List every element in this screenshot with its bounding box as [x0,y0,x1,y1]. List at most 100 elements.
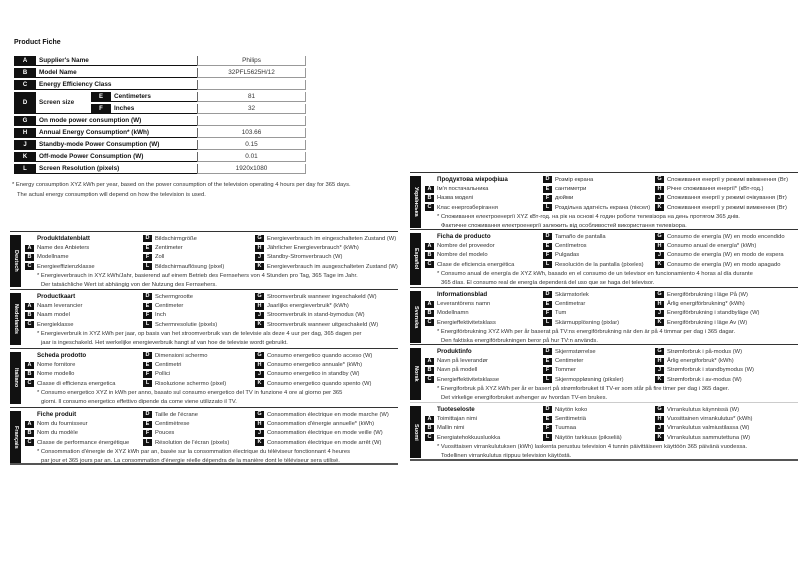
language-block-7: Norsk Produktinfo D Skjermstørrelse G Strømfo… [410,344,798,402]
language-title: Informationsblad [437,291,488,299]
letter-marker: J [255,429,264,437]
field-C: C Energieklasse [25,320,143,329]
row-value: 1920x1080 [197,164,306,174]
language-block-8: Suomi Tuoteseloste D Näytön koko G Virrankulu… [410,402,798,460]
field-label: Toimittajan nimi [437,416,477,423]
field-label: Jährlicher Energieverbrauch* (kWh) [267,245,359,252]
footnote-line: * Energieverbrauch in XYZ kWh/Jahr, basi… [37,273,358,279]
field-E: E Centímetros [543,241,655,250]
letter-marker: F [143,370,152,378]
language-title: Fiche produit [37,411,77,419]
field-label: Naam leverancier [37,303,83,310]
row-value: 32PFL5625H/12 [197,68,306,78]
field-title: Scheda prodotto [25,351,143,360]
language-grid: Ficha de producto D Tamaño de pantalla G Con… [425,232,797,270]
field-label: Navn på modell [437,367,478,374]
field-label: Energieklasse [37,321,74,328]
letter-marker: F [543,424,552,432]
letter-marker: K [255,380,264,388]
letter-marker: C [425,434,434,442]
field-label: Centímetros [555,243,587,250]
table-row: B Model Name 32PFL5625H/12 [14,68,306,78]
language-title: Produktdatenblatt [37,235,90,243]
field-label: Consumo energetico quando spento (W) [267,380,372,387]
field-L: L Risoluzione schermo (pixel) [143,379,255,388]
field-C: C Classe di efficienza energetica [25,379,143,388]
field-label: Consumo energetico quando acceso (W) [267,352,373,359]
field-label: Navn på leverandør [437,358,488,365]
field-K: K Energiförbrukning i läge Av (W) [655,318,797,327]
row-value [197,80,306,90]
page-title: Product Fiche [14,39,61,46]
letter-marker: L [543,434,552,442]
letter-marker: K [255,321,264,329]
field-label: Resolución de la pantalla (píxeles) [555,261,644,268]
field-label: Energiförbrukning i läge Av (W) [667,319,748,326]
letter-marker: H [655,185,664,193]
field-label: Nombre del modelo [437,252,488,259]
field-H: H Jaarlijks energieverbruik* (kWh) [255,301,397,310]
field-A: A Leverantörens namn [425,299,543,308]
field-D: D Bildschirmgröße [143,234,255,243]
field-label: Risoluzione schermo (pixel) [155,380,227,387]
row-label: Screen size [36,92,91,114]
language-grid: Tuoteseloste D Näytön koko G Virrankulutus k… [425,405,797,443]
letter-marker: C [25,380,34,388]
language-footnote: * Energieverbruik in XYZ kWh per jaar, o… [37,330,397,349]
row-value: 103.66 [197,128,306,138]
field-J: J Stroomverbruik in stand-bymodus (W) [255,311,397,320]
field-label: Centimetrar [555,301,586,308]
field-label: Näytön tarkkuus (pikseliä) [555,434,622,441]
table-row: A Supplier's Name Philips [14,56,306,66]
row-letter: J [14,140,36,150]
letter-marker: L [543,376,552,384]
row-label: On mode power consumption (W) [36,116,197,126]
field-C: C Energieffektivitetsklasse [425,375,543,384]
field-D: D Skärmstorlek [543,290,655,299]
letter-marker: L [143,439,152,447]
letter-marker: C [425,376,434,384]
footnote-line: * Energy consumption XYZ kWh per year, b… [12,182,351,188]
field-C: C Clase de eficiencia energética [425,260,543,269]
letter-marker: E [543,185,552,193]
footnote-line: Der tatsächliche Wert ist abhängig von d… [41,282,217,289]
letter-marker: G [255,411,264,419]
field-D: D Tamaño de pantalla [543,232,655,241]
language-grid: Scheda prodotto D Dimensioni schermo G Consu… [25,351,397,389]
field-label: Clase de eficiencia energética [437,261,515,268]
footnote-line: giorni. Il consumo energetico effettivo … [41,399,237,406]
footnote-line: jaar is ingeschakeld. Het werkelijke ene… [41,340,288,347]
field-label: Energieverbrauch im ausgeschalteten Zust… [267,263,398,270]
field-label: Bildschirmgröße [155,235,197,242]
language-title: Produktinfo [437,348,472,356]
field-label: Consommation électrique en mode arrêt (W… [267,439,382,446]
language-tab: Italiano [10,352,21,404]
letter-marker: C [25,321,34,329]
letter-marker: B [25,253,34,261]
language-title: Productkaart [37,293,76,301]
table-row: K Off-mode Power Consumption (W) 0.01 [14,152,306,162]
letter-marker: L [143,380,152,388]
product-fiche-table: A Supplier's Name Philips B Model Name 32PFL5… [14,56,306,176]
field-C: C Energieeffizienzklasse [25,262,143,271]
field-label: Classe di efficienza energetica [37,380,116,387]
letter-marker: G [255,293,264,301]
field-F: F Tum [543,309,655,318]
field-label: Leverantörens namn [437,301,491,308]
row-letter: F [91,104,111,114]
field-B: B Nom du modèle [25,429,143,438]
letter-marker: L [143,263,152,271]
letter-marker: B [25,311,34,319]
language-title: Продуктова мікрофіша [437,176,508,184]
field-G: G Споживання енергії у режимі ввімкнення … [655,175,797,184]
row-value: 81 [197,92,306,102]
footnote-line: Det virkelige energiforbruket avhenger a… [441,395,608,402]
letter-marker: E [143,361,152,369]
letter-marker: A [25,302,34,310]
letter-marker: E [543,300,552,308]
field-A: A Nom du fournisseur [25,419,143,428]
field-F: F Pouces [143,429,255,438]
row-label: Energy Efficiency Class [36,80,197,90]
letter-marker: A [425,300,434,308]
